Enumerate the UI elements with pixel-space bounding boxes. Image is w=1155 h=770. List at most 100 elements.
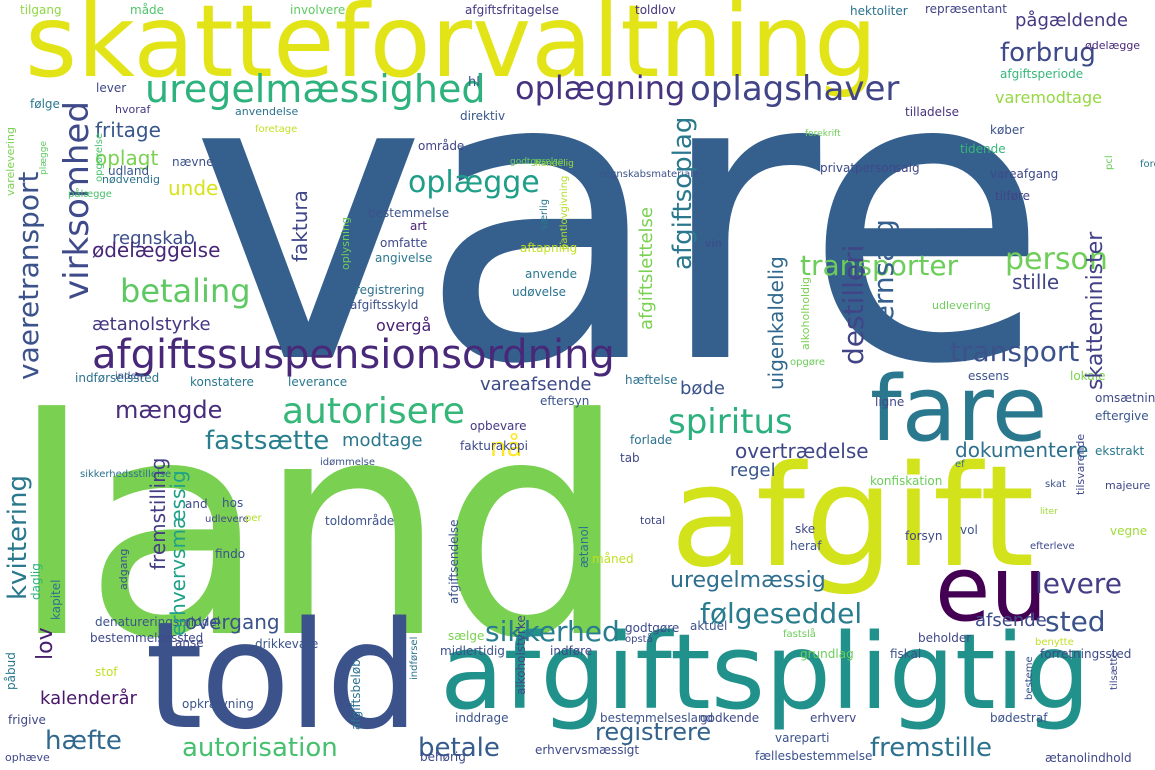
- word: afgiftsfritagelse: [465, 3, 560, 17]
- word: vareparti: [775, 731, 830, 745]
- word: oplægning: [515, 69, 686, 107]
- word: handelig: [535, 159, 574, 169]
- word: privatperson: [820, 161, 897, 175]
- word: opgøre: [790, 357, 825, 368]
- word: udland: [108, 164, 150, 178]
- word: afsende: [975, 610, 1047, 631]
- word: sælge: [448, 629, 485, 643]
- word: foretage: [255, 124, 298, 135]
- word: bestemmelse: [368, 206, 450, 220]
- word: følgeseddel: [700, 597, 863, 630]
- word: afgiftslettelse: [636, 207, 657, 330]
- word: varemodtage: [995, 88, 1102, 107]
- word: vin: [705, 237, 722, 250]
- word: spiritus: [668, 402, 793, 442]
- word: registrering: [355, 283, 425, 297]
- word: frigive: [8, 713, 46, 727]
- word: heraf: [790, 539, 822, 553]
- word: leverance: [288, 375, 348, 389]
- word: direktiv: [460, 109, 506, 123]
- word: alkoholholdig: [799, 276, 812, 350]
- word: transporter: [800, 249, 959, 282]
- word: opkrævning: [182, 697, 254, 711]
- word: toldlov: [635, 3, 676, 17]
- word: kalenderår: [40, 688, 137, 709]
- word: opbevare: [470, 419, 527, 433]
- word: findo: [215, 547, 246, 561]
- word: eu: [935, 537, 1048, 642]
- word: måned: [592, 552, 634, 566]
- word: behørig: [420, 750, 466, 764]
- word: anvende: [525, 267, 578, 281]
- word: uigenkaldelig: [764, 256, 788, 390]
- word: destilleri: [837, 244, 870, 365]
- word: varelevering: [4, 127, 17, 196]
- word: afgiftssuspensionsordning: [92, 332, 615, 378]
- word: afgift: [670, 436, 1035, 599]
- word: ætanol: [577, 525, 591, 568]
- word: efterleve: [1030, 541, 1075, 552]
- word: uregelmæssighed: [145, 67, 486, 111]
- word: betaling: [120, 272, 251, 310]
- word: lov: [33, 627, 58, 660]
- word: drikkevare: [255, 637, 319, 651]
- word: fjernsalg: [867, 219, 900, 340]
- word: ligne: [875, 395, 905, 409]
- word: afgiftsbeløb: [349, 659, 363, 730]
- word: tilsætte: [1109, 651, 1120, 690]
- word: daglig: [29, 563, 43, 600]
- word: told: [145, 590, 420, 762]
- word: hvoraf: [115, 103, 151, 116]
- word: konfiskation: [870, 474, 943, 488]
- word: omsætning: [1095, 391, 1155, 405]
- word: tilføre: [995, 189, 1030, 203]
- word: regnskab: [112, 228, 195, 249]
- word: stof: [95, 665, 118, 679]
- word: repræsentant: [925, 2, 1007, 16]
- word: fakturakopi: [460, 439, 528, 453]
- word: bestemmelsesland: [600, 711, 714, 725]
- word: oplagt: [95, 146, 159, 170]
- word: unde: [168, 176, 219, 200]
- word: vol: [960, 523, 978, 537]
- word: registrere: [595, 718, 712, 746]
- word: vegne: [1110, 524, 1148, 538]
- word: bødestraf: [990, 711, 1048, 725]
- word: afgiftsskyld: [350, 298, 419, 312]
- word: skatteforvaltning: [25, 0, 878, 100]
- word: nævne: [172, 155, 214, 169]
- word: erhvervsmæssigt: [535, 743, 640, 757]
- word: plægge: [39, 140, 49, 175]
- word: hæftelse: [625, 373, 678, 387]
- word: påbud: [4, 652, 18, 690]
- word: forlade: [630, 433, 673, 447]
- word: ophæve: [5, 751, 50, 764]
- word: inddrage: [455, 711, 509, 725]
- word: angivelse: [375, 251, 433, 265]
- word: ætanolindhold: [1045, 751, 1132, 765]
- word: mængde: [115, 396, 223, 424]
- word: vare: [190, 0, 1050, 452]
- word: essens: [968, 369, 1010, 383]
- word: sikkerhedsstillelse: [80, 469, 172, 480]
- word: fiskal: [890, 647, 922, 661]
- word: salg: [895, 161, 920, 175]
- word: forege: [1140, 159, 1155, 170]
- word: bøde: [680, 378, 725, 399]
- word: grundlag: [800, 647, 854, 661]
- word: lever: [96, 81, 127, 95]
- word: bestemmelsessted: [90, 631, 204, 645]
- word: inden: [115, 371, 143, 382]
- word: overtrædelse: [735, 439, 869, 463]
- word: faktura: [288, 190, 312, 262]
- word: land: [10, 355, 628, 704]
- word: køber: [990, 123, 1025, 137]
- word: skat: [1045, 479, 1066, 490]
- word: hl: [468, 75, 480, 90]
- word: afgiftsoplag: [668, 116, 698, 270]
- word: nå: [490, 433, 523, 463]
- word: forbrug: [1000, 38, 1096, 68]
- word: autorisere: [282, 391, 465, 432]
- word: person: [1005, 242, 1108, 277]
